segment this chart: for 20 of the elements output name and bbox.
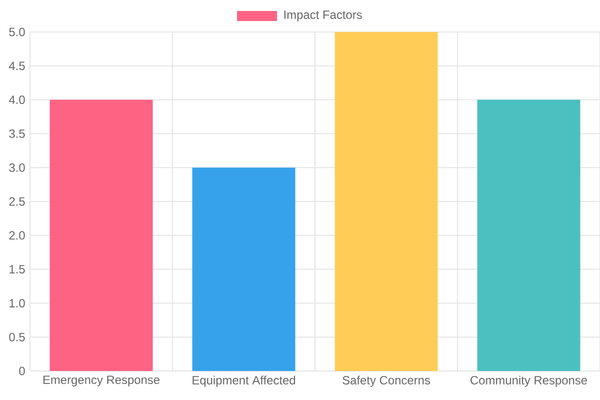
y-tick-label: 3.0 <box>9 163 25 172</box>
x-tick-label: Equipment Affected <box>192 376 296 387</box>
y-tick-label: 5.0 <box>9 28 25 36</box>
bar <box>50 100 153 371</box>
y-tick-label: 0.5 <box>9 332 25 342</box>
y-tick-label: 4.0 <box>8 96 25 104</box>
y-tick-label: 4.5 <box>8 62 25 70</box>
bar <box>192 168 296 371</box>
x-tick-label: Community Response <box>470 376 588 387</box>
y-tick-label: 2.5 <box>9 197 25 206</box>
x-tick-label: Safety Concerns <box>342 376 430 387</box>
legend-label: Impact Factors <box>284 10 362 22</box>
x-tick-label: Emergency Response <box>43 376 160 386</box>
y-tick-label: 2.0 <box>9 231 25 240</box>
y-tick-label: 1.5 <box>10 265 25 274</box>
y-tick-label: 3.5 <box>9 129 25 138</box>
y-tick-label: 1.0 <box>10 298 25 308</box>
y-tick-label: 0 <box>19 366 25 376</box>
bar <box>334 32 438 371</box>
bar <box>477 100 580 371</box>
